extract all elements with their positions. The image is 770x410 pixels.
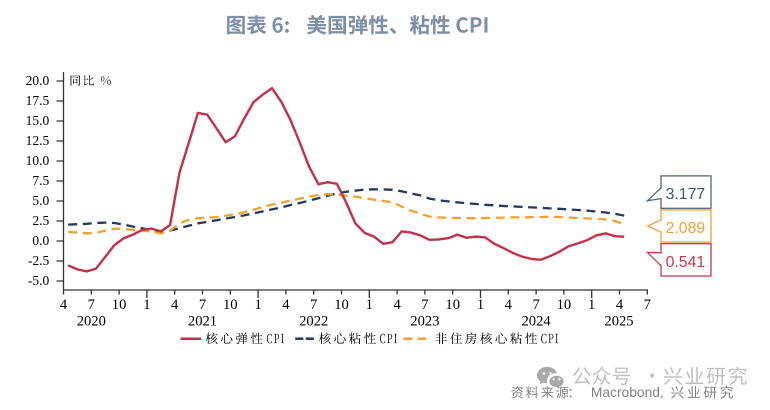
svg-text:7: 7: [199, 297, 206, 313]
svg-text:7: 7: [310, 297, 317, 313]
svg-text:1: 1: [366, 297, 373, 313]
svg-text:7: 7: [644, 297, 651, 313]
svg-text:4: 4: [616, 297, 624, 313]
svg-text:4: 4: [393, 297, 401, 313]
svg-text:7.5: 7.5: [32, 173, 49, 188]
svg-text:17.5: 17.5: [26, 93, 50, 108]
svg-text:1: 1: [477, 297, 484, 313]
svg-text:4: 4: [282, 297, 290, 313]
svg-text:2.5: 2.5: [32, 213, 49, 228]
svg-text:Macrobond,: Macrobond,: [591, 385, 664, 400]
svg-text:10.0: 10.0: [26, 153, 50, 168]
svg-text:-5.0: -5.0: [28, 273, 50, 288]
svg-text:7: 7: [421, 297, 428, 313]
svg-text:7: 7: [88, 297, 95, 313]
svg-text:1: 1: [143, 297, 150, 313]
svg-text:2025: 2025: [604, 313, 633, 329]
svg-text:4: 4: [505, 297, 513, 313]
svg-text:4: 4: [171, 297, 179, 313]
svg-text:2023: 2023: [410, 313, 439, 329]
svg-text:2020: 2020: [77, 313, 106, 329]
svg-text:1: 1: [254, 297, 261, 313]
svg-text:-2.5: -2.5: [28, 253, 50, 268]
svg-text:2024: 2024: [522, 313, 552, 329]
svg-text:0.0: 0.0: [32, 233, 49, 248]
svg-text:10: 10: [334, 297, 349, 313]
svg-text:10: 10: [445, 297, 460, 313]
svg-text:4: 4: [60, 297, 68, 313]
svg-text:20.0: 20.0: [26, 73, 50, 88]
svg-text:7: 7: [532, 297, 539, 313]
svg-text:3.177: 3.177: [666, 186, 706, 203]
svg-text:10: 10: [112, 297, 127, 313]
svg-text:1: 1: [588, 297, 595, 313]
svg-text:15.0: 15.0: [26, 113, 50, 128]
svg-text:0.541: 0.541: [666, 254, 706, 271]
svg-text:2021: 2021: [188, 313, 217, 329]
svg-text:10: 10: [223, 297, 238, 313]
svg-text:5.0: 5.0: [32, 193, 49, 208]
svg-text:10: 10: [557, 297, 572, 313]
svg-text:2022: 2022: [299, 313, 328, 329]
svg-text:2.089: 2.089: [666, 220, 706, 237]
svg-text:12.5: 12.5: [26, 133, 50, 148]
